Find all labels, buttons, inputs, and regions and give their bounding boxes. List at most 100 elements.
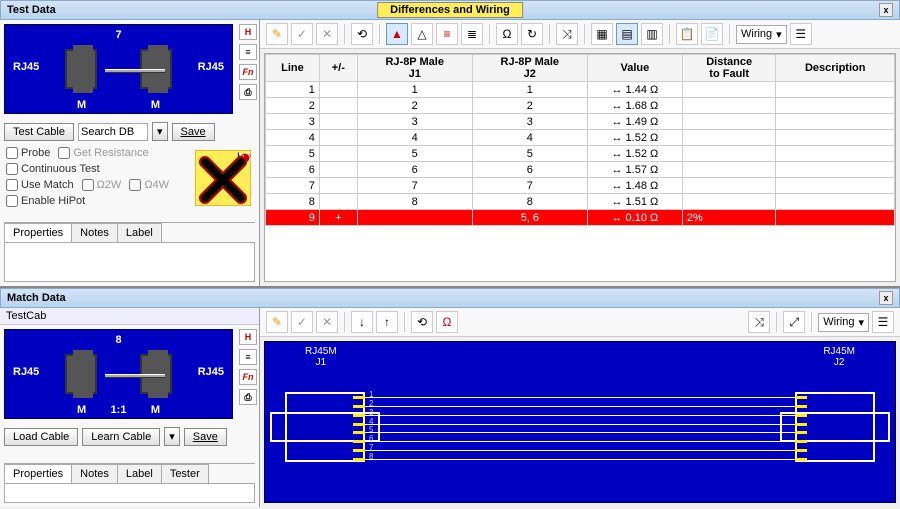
conn-right-type: RJ45 bbox=[198, 61, 224, 73]
j2-label: RJ45M J2 bbox=[823, 346, 855, 368]
table-row[interactable]: 555↔ 1.52 Ω bbox=[266, 146, 895, 162]
diff-table: Line +/- RJ-8P Male J1 RJ-8P Male J2 Val… bbox=[265, 54, 895, 226]
tab-notes-2[interactable]: Notes bbox=[71, 464, 118, 483]
fail-x-icon: Help i bbox=[195, 150, 251, 206]
get-resistance-check[interactable]: Get Resistance bbox=[58, 147, 148, 159]
x-icon[interactable]: ✕ bbox=[316, 23, 338, 45]
copy-icon[interactable]: 📋 bbox=[676, 23, 698, 45]
table-row[interactable]: 888↔ 1.51 Ω bbox=[266, 194, 895, 210]
probe-check[interactable]: Probe bbox=[6, 147, 50, 159]
eq2-icon[interactable]: ≣ bbox=[461, 23, 483, 45]
eq-icon[interactable]: ≡ bbox=[436, 23, 458, 45]
conn-right-m: M bbox=[151, 99, 160, 111]
h-icon[interactable]: H bbox=[239, 24, 257, 40]
search-db-input[interactable] bbox=[78, 123, 148, 141]
table-row[interactable]: 666↔ 1.57 Ω bbox=[266, 162, 895, 178]
col-desc[interactable]: Description bbox=[776, 55, 895, 82]
table-row[interactable]: 333↔ 1.49 Ω bbox=[266, 114, 895, 130]
menu-icon-2[interactable]: ☰ bbox=[872, 311, 894, 333]
tri-filled-icon[interactable]: ▲ bbox=[386, 23, 408, 45]
lines-icon[interactable]: ≡ bbox=[239, 44, 257, 60]
testcab-label: TestCab bbox=[0, 308, 259, 325]
learn-dd-icon[interactable]: ▾ bbox=[164, 427, 180, 446]
j1-label: RJ45M J1 bbox=[305, 346, 337, 368]
o2w-check[interactable]: Ω2W bbox=[82, 179, 122, 191]
match-right-type: RJ45 bbox=[198, 366, 224, 378]
omega-r-icon[interactable]: ↻ bbox=[521, 23, 543, 45]
sync-icon[interactable]: ⟲ bbox=[351, 23, 373, 45]
down-icon[interactable]: ↓ bbox=[351, 311, 373, 333]
grid2-icon[interactable]: ▤ bbox=[616, 23, 638, 45]
sync-icon-2[interactable]: ⟲ bbox=[411, 311, 433, 333]
pencil-icon-2[interactable]: ✎ bbox=[266, 311, 288, 333]
conn-left-type: RJ45 bbox=[13, 61, 39, 73]
xover-icon[interactable]: ⤨ bbox=[556, 23, 578, 45]
test-cable-button[interactable]: Test Cable bbox=[4, 123, 74, 141]
match-left-type: RJ45 bbox=[13, 366, 39, 378]
table-row[interactable]: 444↔ 1.52 Ω bbox=[266, 130, 895, 146]
tab-tester[interactable]: Tester bbox=[161, 464, 209, 483]
learn-cable-button[interactable]: Learn Cable bbox=[82, 428, 160, 446]
close-icon[interactable]: x bbox=[879, 3, 893, 17]
menu-icon[interactable]: ☰ bbox=[790, 23, 812, 45]
save-button[interactable]: Save bbox=[172, 123, 215, 141]
tab-label-2[interactable]: Label bbox=[117, 464, 162, 483]
col-pm[interactable]: +/- bbox=[319, 55, 357, 82]
enable-hipot-check[interactable]: Enable HiPot bbox=[6, 195, 85, 207]
h-icon-2[interactable]: H bbox=[239, 329, 257, 345]
wiring-toolbar: ✎ ✓ ✕ ↓ ↑ ⟲ Ω ⤨ ⤢ Wiring▾ ☰ bbox=[260, 308, 900, 337]
use-match-check[interactable]: Use Match bbox=[6, 179, 74, 191]
x-icon-2[interactable]: ✕ bbox=[316, 311, 338, 333]
paste-icon[interactable]: 📄 bbox=[701, 23, 723, 45]
print-icon[interactable]: ⎙ bbox=[239, 84, 257, 100]
match-left-m: M bbox=[77, 404, 86, 416]
match-top-label: 8 bbox=[115, 334, 121, 346]
wiring-dropdown[interactable]: Wiring▾ bbox=[736, 25, 787, 44]
table-row[interactable]: 9+5, 6↔ 0.10 Ω2% bbox=[266, 210, 895, 226]
match-ratio: 1:1 bbox=[111, 404, 127, 416]
table-row[interactable]: 111↔ 1.44 Ω bbox=[266, 82, 895, 98]
col-j2[interactable]: RJ-8P Male J2 bbox=[472, 55, 587, 82]
check-icon[interactable]: ✓ bbox=[291, 23, 313, 45]
tab-notes[interactable]: Notes bbox=[71, 223, 118, 242]
tab-body bbox=[4, 242, 255, 282]
tab-properties-2[interactable]: Properties bbox=[4, 464, 72, 483]
col-j1[interactable]: RJ-8P Male J1 bbox=[357, 55, 472, 82]
grid1-icon[interactable]: ▦ bbox=[591, 23, 613, 45]
conn-left-m: M bbox=[77, 99, 86, 111]
up-icon[interactable]: ↑ bbox=[376, 311, 398, 333]
match-cable-icon bbox=[105, 374, 165, 378]
save-button-2[interactable]: Save bbox=[184, 428, 227, 446]
table-row[interactable]: 222↔ 1.68 Ω bbox=[266, 98, 895, 114]
search-db-dd-icon[interactable]: ▾ bbox=[152, 122, 168, 141]
match-data-title: Match Data x bbox=[0, 288, 900, 308]
expand-icon[interactable]: ⤢ bbox=[783, 311, 805, 333]
col-dist[interactable]: Distance to Fault bbox=[682, 55, 776, 82]
col-line[interactable]: Line bbox=[266, 55, 320, 82]
continuous-test-check[interactable]: Continuous Test bbox=[6, 163, 100, 175]
print-icon-2[interactable]: ⎙ bbox=[239, 389, 257, 405]
lines-icon-2[interactable]: ≡ bbox=[239, 349, 257, 365]
close-icon[interactable]: x bbox=[879, 291, 893, 305]
o4w-check[interactable]: Ω4W bbox=[129, 179, 169, 191]
grid3-icon[interactable]: ▥ bbox=[641, 23, 663, 45]
pencil-icon[interactable]: ✎ bbox=[266, 23, 288, 45]
test-cable-diagram: 7 RJ45 RJ45 M M bbox=[4, 24, 233, 114]
fn-icon-2[interactable]: Fn bbox=[239, 369, 257, 385]
xover-icon-2[interactable]: ⤨ bbox=[748, 311, 770, 333]
test-data-title: Test Data Differences and Wiring x bbox=[0, 0, 900, 20]
table-row[interactable]: 777↔ 1.48 Ω bbox=[266, 178, 895, 194]
wiring-dropdown-2[interactable]: Wiring▾ bbox=[818, 313, 869, 332]
omega-icon[interactable]: Ω bbox=[496, 23, 518, 45]
diagram-top-label: 7 bbox=[115, 29, 121, 41]
match-data-label: Match Data bbox=[7, 292, 66, 304]
omega-icon-2[interactable]: Ω bbox=[436, 311, 458, 333]
tri-icon[interactable]: △ bbox=[411, 23, 433, 45]
load-cable-button[interactable]: Load Cable bbox=[4, 428, 78, 446]
tab-properties[interactable]: Properties bbox=[4, 223, 72, 242]
check-icon-2[interactable]: ✓ bbox=[291, 311, 313, 333]
fn-icon[interactable]: Fn bbox=[239, 64, 257, 80]
diff-wiring-title: Differences and Wiring bbox=[377, 2, 523, 18]
tab-label[interactable]: Label bbox=[117, 223, 162, 242]
col-value[interactable]: Value bbox=[587, 55, 682, 82]
